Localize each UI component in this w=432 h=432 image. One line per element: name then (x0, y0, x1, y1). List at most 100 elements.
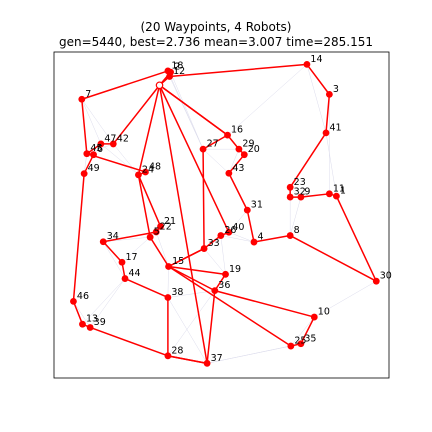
background-edge (290, 316, 315, 347)
background-edge (103, 241, 126, 279)
waypoint-40 (225, 228, 233, 236)
background-edge (203, 248, 226, 275)
chart-title-line-2: gen=5440, best=2.736 mean=3.007 time=285… (59, 35, 373, 49)
robot-routes (72, 63, 378, 365)
waypoint-39 (86, 324, 94, 331)
waypoint-14 (303, 60, 311, 68)
waypoint-3 (325, 90, 333, 98)
background-edge (289, 197, 302, 236)
waypoint-38 (164, 294, 172, 301)
waypoint-label-22: 22 (160, 221, 172, 232)
background-edge (220, 235, 255, 243)
waypoint-label-48: 48 (149, 161, 161, 172)
robot-route-1 (159, 63, 378, 282)
waypoint-label-49: 49 (88, 163, 100, 174)
background-edge (325, 132, 337, 197)
waypoint-43 (225, 169, 233, 177)
waypoint-21 (157, 223, 164, 230)
background-edge (82, 278, 126, 325)
waypoint-31 (243, 206, 251, 214)
waypoint-23 (286, 183, 294, 191)
waypoint-35 (297, 340, 305, 348)
waypoint-label-6: 6 (97, 144, 103, 155)
waypoint-28 (164, 352, 172, 360)
background-edge (81, 99, 114, 145)
waypoint-label-9: 9 (304, 187, 310, 198)
waypoint-label-35: 35 (304, 333, 316, 344)
waypoint-label-19: 19 (229, 264, 241, 275)
background-edge (167, 70, 204, 150)
waypoint-17 (118, 258, 126, 266)
waypoint-label-26: 26 (224, 225, 236, 236)
waypoint-20 (240, 151, 248, 159)
waypoint-label-14: 14 (310, 54, 322, 65)
robot-route-4 (137, 84, 316, 347)
waypoint-label-34: 34 (107, 231, 119, 242)
waypoint-label-1: 1 (340, 186, 346, 197)
waypoint-42 (109, 140, 117, 148)
background-edge (170, 72, 204, 150)
waypoint-label-23: 23 (294, 177, 306, 188)
waypoint-9 (297, 193, 305, 201)
waypoint-27 (199, 145, 207, 153)
waypoint-label-43: 43 (232, 163, 244, 174)
waypoint-label-41: 41 (330, 122, 342, 133)
waypoint-47 (97, 140, 105, 148)
waypoint-16 (224, 131, 231, 139)
waypoint-label-11: 11 (333, 183, 345, 194)
waypoint-label-42: 42 (117, 133, 129, 144)
waypoint-label-13: 13 (86, 314, 98, 325)
background-edge (228, 232, 255, 243)
waypoint-22 (152, 228, 160, 236)
waypoint-label-47: 47 (104, 133, 116, 144)
depot-marker (155, 81, 164, 90)
background-edge (81, 99, 102, 145)
background-edge (113, 143, 139, 176)
waypoint-label-16: 16 (231, 125, 243, 136)
waypoint-markers (70, 60, 380, 367)
waypoint-label-24: 24 (142, 164, 154, 175)
waypoint-24 (135, 171, 142, 179)
waypoint-4 (250, 238, 258, 246)
waypoint-label-4: 4 (257, 232, 263, 243)
waypoint-44 (121, 275, 129, 282)
waypoint-label-17: 17 (126, 252, 138, 263)
waypoint-8 (286, 232, 294, 239)
waypoint-label-12: 12 (173, 66, 185, 77)
waypoint-32 (286, 193, 294, 201)
waypoint-11 (325, 190, 333, 198)
waypoint-label-18: 18 (171, 60, 183, 71)
waypoint-label-27: 27 (207, 139, 219, 150)
background-edge (86, 143, 114, 154)
background-edge (121, 236, 151, 263)
background-edge (207, 343, 301, 364)
waypoint-label-20: 20 (248, 144, 260, 155)
waypoint-label-39: 39 (94, 317, 106, 328)
waypoint-41 (322, 129, 330, 137)
waypoint-label-2: 2 (174, 62, 180, 73)
waypoint-36 (211, 287, 219, 295)
waypoint-label-36: 36 (218, 280, 230, 291)
waypoint-label-8: 8 (294, 225, 300, 236)
waypoint-5 (146, 233, 154, 241)
background-edge (202, 148, 230, 174)
waypoint-label-37: 37 (211, 353, 223, 364)
background-edge (89, 278, 126, 328)
waypoint-34 (99, 238, 107, 246)
waypoint-7 (78, 95, 86, 103)
background-edge (155, 231, 169, 267)
background-edge (228, 209, 248, 233)
waypoint-label-10: 10 (318, 307, 330, 318)
robot-route-2 (72, 70, 229, 365)
waypoint-label-15: 15 (172, 256, 184, 267)
background-edge (167, 297, 208, 364)
waypoint-label-33: 33 (208, 238, 220, 249)
background-edge (227, 64, 308, 136)
plot-area-frame (53, 51, 390, 379)
waypoint-19 (222, 270, 229, 278)
waypoint-label-31: 31 (251, 200, 263, 211)
waypoint-18 (164, 67, 172, 75)
waypoint-46 (70, 297, 77, 305)
waypoint-49 (80, 170, 88, 177)
